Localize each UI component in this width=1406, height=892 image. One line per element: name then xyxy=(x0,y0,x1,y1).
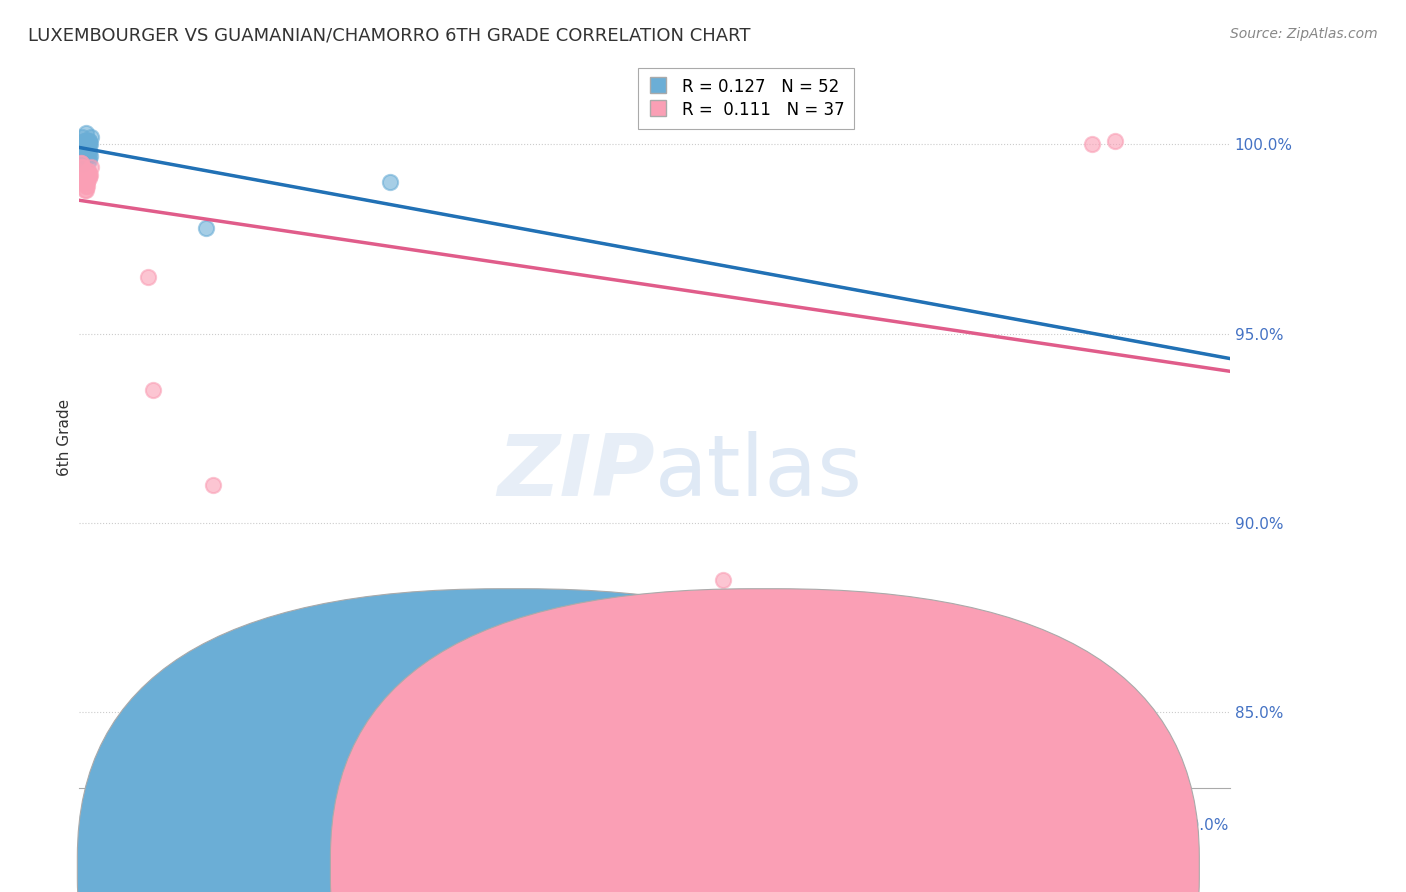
Point xyxy=(77,134,100,148)
Point xyxy=(75,149,97,163)
Point xyxy=(75,175,97,189)
Point xyxy=(76,141,98,155)
Point xyxy=(72,145,94,159)
Point xyxy=(1080,137,1102,152)
Point xyxy=(76,141,98,155)
Point xyxy=(201,478,224,492)
Point xyxy=(194,220,217,235)
Point xyxy=(72,168,94,182)
Point xyxy=(70,156,93,170)
Point xyxy=(76,171,98,186)
Point xyxy=(73,145,96,159)
Point xyxy=(79,168,101,182)
Point xyxy=(75,175,97,189)
Point xyxy=(72,141,94,155)
Point xyxy=(76,171,98,186)
Point xyxy=(76,134,98,148)
Point xyxy=(72,175,94,189)
Point xyxy=(77,141,100,155)
Point xyxy=(77,168,100,182)
Point xyxy=(79,137,101,152)
Point xyxy=(142,384,165,398)
Point xyxy=(77,171,100,186)
Point xyxy=(73,141,96,155)
Point xyxy=(73,168,96,182)
Point xyxy=(77,145,100,159)
Point xyxy=(73,145,96,159)
Point xyxy=(79,149,101,163)
Point xyxy=(72,156,94,170)
Point xyxy=(70,160,93,174)
Point xyxy=(76,145,98,159)
Text: atlas: atlas xyxy=(654,431,862,514)
Point xyxy=(136,269,159,284)
Point xyxy=(76,175,98,189)
Point xyxy=(72,141,94,155)
Point xyxy=(79,129,101,144)
Point xyxy=(79,153,101,167)
Point xyxy=(72,145,94,159)
Point xyxy=(75,137,97,152)
Text: 50.0%: 50.0% xyxy=(1181,818,1230,833)
Point xyxy=(73,141,96,155)
Point xyxy=(70,137,93,152)
Point xyxy=(77,141,100,155)
Point xyxy=(76,145,98,159)
Point xyxy=(73,137,96,152)
Point xyxy=(73,145,96,159)
Point xyxy=(77,134,100,148)
Point xyxy=(77,164,100,178)
Point xyxy=(70,160,93,174)
Point xyxy=(75,179,97,194)
Point xyxy=(75,149,97,163)
Point xyxy=(76,149,98,163)
Point xyxy=(75,141,97,155)
Point xyxy=(70,129,93,144)
Text: LUXEMBOURGER VS GUAMANIAN/CHAMORRO 6TH GRADE CORRELATION CHART: LUXEMBOURGER VS GUAMANIAN/CHAMORRO 6TH G… xyxy=(28,27,751,45)
Point xyxy=(76,179,98,194)
Point xyxy=(75,134,97,148)
Point xyxy=(75,149,97,163)
Point xyxy=(72,175,94,189)
Point xyxy=(76,137,98,152)
Point xyxy=(75,134,97,148)
Text: Luxembourgers: Luxembourgers xyxy=(531,850,650,865)
Point xyxy=(77,137,100,152)
Legend: R = 0.127   N = 52, R =  0.111   N = 37: R = 0.127 N = 52, R = 0.111 N = 37 xyxy=(638,68,855,129)
Y-axis label: 6th Grade: 6th Grade xyxy=(58,399,72,476)
Point xyxy=(70,156,93,170)
Point xyxy=(73,137,96,152)
Point xyxy=(70,145,93,159)
Point xyxy=(73,171,96,186)
Point xyxy=(72,171,94,186)
Point xyxy=(73,175,96,189)
Text: ZIP: ZIP xyxy=(496,431,654,514)
Point xyxy=(631,629,654,643)
Point xyxy=(75,171,97,186)
Point xyxy=(76,126,98,140)
Point xyxy=(76,137,98,152)
Text: Source: ZipAtlas.com: Source: ZipAtlas.com xyxy=(1230,27,1378,41)
Point xyxy=(73,134,96,148)
Point xyxy=(77,168,100,182)
Point xyxy=(76,145,98,159)
Point xyxy=(713,573,735,587)
Point xyxy=(76,164,98,178)
Point xyxy=(73,183,96,197)
Point xyxy=(75,149,97,163)
Point xyxy=(72,141,94,155)
Point xyxy=(76,137,98,152)
Point xyxy=(72,168,94,182)
Point xyxy=(79,160,101,174)
Text: Guamanians/Chamorros: Guamanians/Chamorros xyxy=(751,850,936,865)
Text: 0.0%: 0.0% xyxy=(79,818,118,833)
Point xyxy=(75,137,97,152)
Point xyxy=(75,137,97,152)
Point xyxy=(76,145,98,159)
Point xyxy=(73,168,96,182)
Point xyxy=(73,141,96,155)
Point xyxy=(378,175,401,189)
Point xyxy=(75,183,97,197)
Point xyxy=(1104,134,1126,148)
